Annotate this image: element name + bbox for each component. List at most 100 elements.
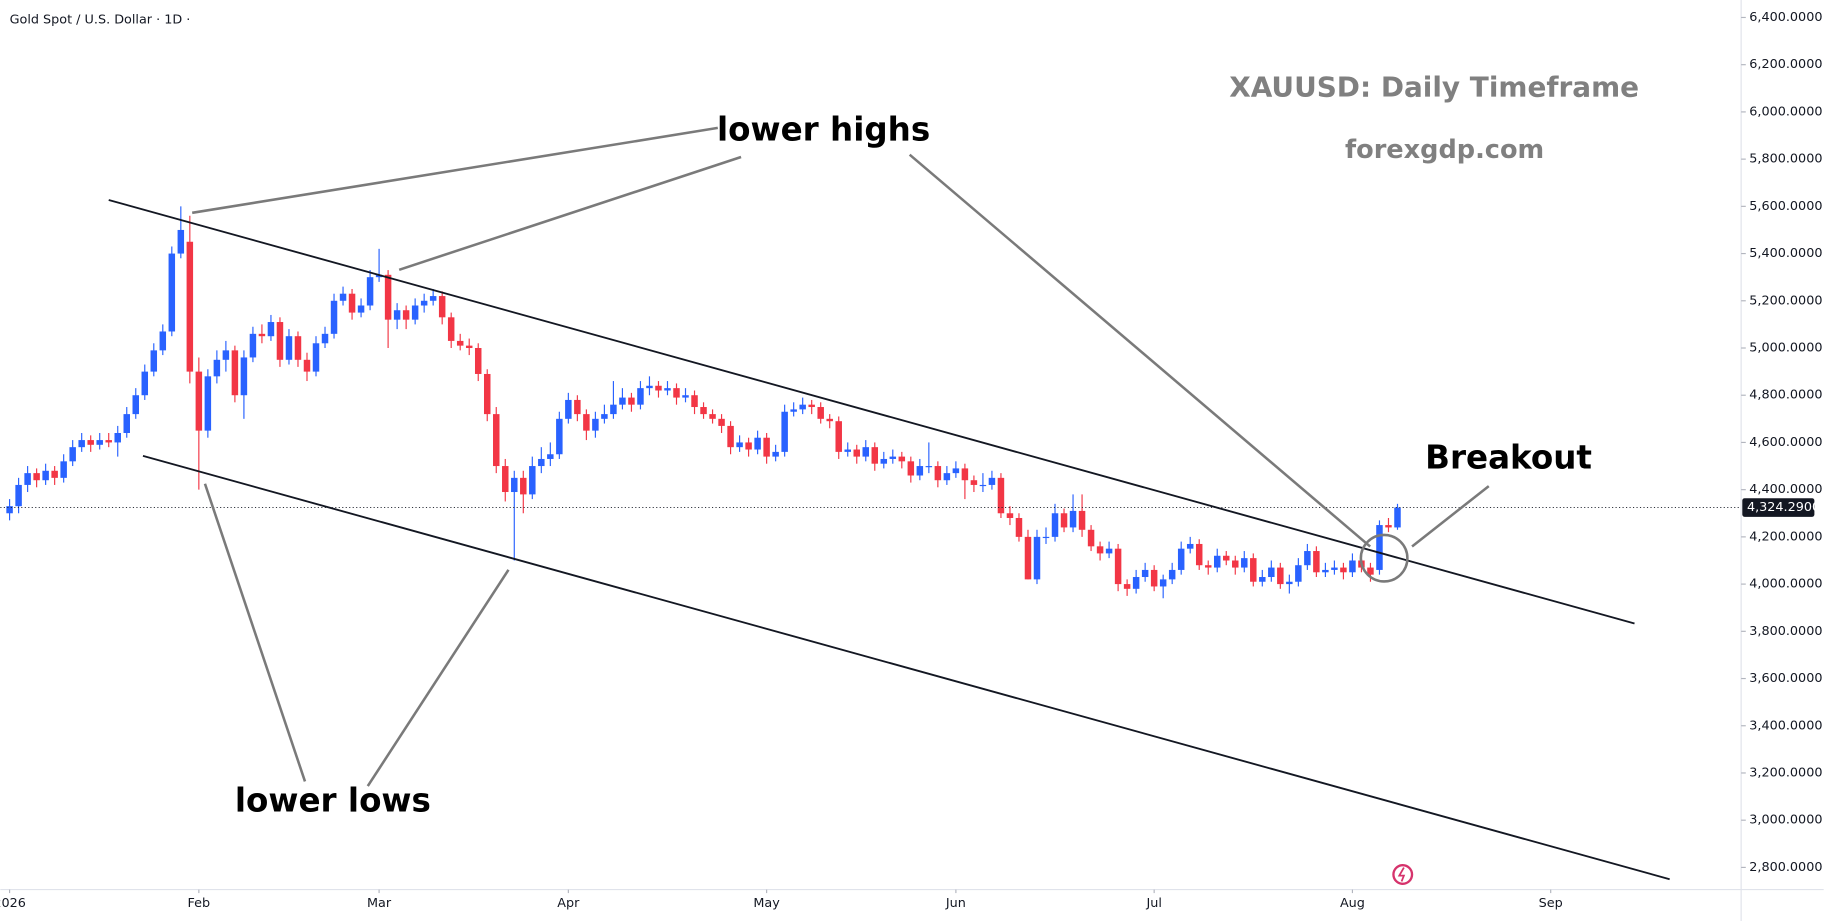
candle-body xyxy=(511,477,518,493)
candle-body xyxy=(1114,548,1122,585)
candle-body xyxy=(1204,565,1212,568)
arrow xyxy=(908,153,1372,548)
candle-body xyxy=(456,340,464,346)
candle-body xyxy=(1123,584,1131,589)
x-tick-label: Apr xyxy=(557,896,580,911)
candle-body xyxy=(483,373,491,415)
candle-body xyxy=(673,388,680,398)
candle-body xyxy=(637,388,644,405)
candle-body xyxy=(447,317,455,341)
y-tick-label: 6,400.0000 xyxy=(1749,10,1822,25)
candle-body xyxy=(979,484,987,487)
candle-body xyxy=(15,484,22,507)
candle-body xyxy=(502,466,509,493)
candle-body xyxy=(1340,567,1347,573)
candle-body xyxy=(700,407,707,415)
arrow xyxy=(191,126,719,215)
candle-body xyxy=(826,418,833,422)
candle-body xyxy=(339,293,347,301)
candle-body xyxy=(114,432,121,443)
candle-body xyxy=(276,322,284,360)
arrow xyxy=(366,569,510,787)
candle-body xyxy=(1150,569,1158,587)
breakout-circle xyxy=(1359,533,1409,583)
candle-body xyxy=(6,506,13,514)
candle-body xyxy=(42,470,49,481)
candle-body xyxy=(375,274,383,278)
candle-body xyxy=(1060,513,1068,528)
y-tick-label: 6,000.0000 xyxy=(1749,104,1822,119)
candle-body xyxy=(610,404,617,415)
candle-body xyxy=(1213,555,1221,568)
candle-body xyxy=(1268,567,1275,578)
candle-body xyxy=(168,253,176,332)
candle-body xyxy=(231,350,239,396)
candle-body xyxy=(78,440,85,448)
candle-body xyxy=(1141,569,1149,578)
candle-body xyxy=(835,421,842,452)
y-tick-label: 5,600.0000 xyxy=(1749,199,1822,214)
last-price-box xyxy=(1742,498,1815,517)
arrow xyxy=(398,155,742,272)
candle-body xyxy=(1033,536,1041,580)
y-tick-label: 4,200.0000 xyxy=(1749,529,1822,544)
x-tick-label: 2026 xyxy=(0,896,26,911)
candle-body xyxy=(646,385,653,389)
candle-body xyxy=(1376,525,1383,570)
candle-body xyxy=(862,447,870,457)
candle-body xyxy=(1322,569,1329,573)
candle-body xyxy=(1168,569,1176,580)
x-tick-label: Sep xyxy=(1539,896,1563,911)
candle-body xyxy=(69,447,76,462)
candle-body xyxy=(51,470,58,478)
candle-body xyxy=(1304,551,1311,566)
candle-body xyxy=(961,468,969,481)
candle-body xyxy=(1195,543,1203,566)
channel-line xyxy=(108,199,1635,625)
candle-body xyxy=(258,333,266,337)
candle-body xyxy=(33,473,40,481)
symbol-title: Gold Spot / U.S. Dollar · 1D · xyxy=(10,12,191,27)
candle-body xyxy=(105,440,112,443)
candle-body xyxy=(330,300,338,334)
candle-body xyxy=(952,468,960,474)
candle-body xyxy=(267,322,275,337)
icon-bolt xyxy=(1397,867,1406,882)
candle-body xyxy=(60,461,67,478)
candle-body xyxy=(871,447,879,464)
candle-body xyxy=(474,348,482,374)
breakout-label: Breakout xyxy=(1425,438,1592,476)
x-tick-label: Mar xyxy=(367,896,392,911)
y-tick-label: 3,600.0000 xyxy=(1749,671,1822,686)
candle-body xyxy=(781,411,788,452)
candle-body xyxy=(1087,529,1095,547)
channel-line xyxy=(142,455,1670,881)
candle-body xyxy=(411,305,419,320)
candle-body xyxy=(159,331,167,351)
candle-body xyxy=(1132,577,1140,589)
candle-body xyxy=(393,310,401,320)
lower-lows-label: lower lows xyxy=(235,781,431,819)
candle-body xyxy=(1177,548,1185,570)
candle-body xyxy=(565,399,572,419)
candle-body xyxy=(150,350,158,372)
candle-body xyxy=(96,440,103,445)
candle-body xyxy=(772,451,779,457)
candle-body xyxy=(1367,567,1374,575)
arrow xyxy=(203,483,307,782)
candle-body xyxy=(1159,579,1167,587)
x-tick-label: Aug xyxy=(1340,896,1365,911)
candle-body xyxy=(294,336,302,360)
candle-body xyxy=(438,296,446,318)
candle-body xyxy=(1313,551,1320,573)
candle-body xyxy=(1295,565,1302,582)
candle-body xyxy=(889,456,897,459)
candle-body xyxy=(736,442,743,448)
candle-body xyxy=(123,414,130,433)
candle-body xyxy=(898,456,906,462)
candle-body xyxy=(844,449,851,452)
candle-body xyxy=(619,397,626,405)
